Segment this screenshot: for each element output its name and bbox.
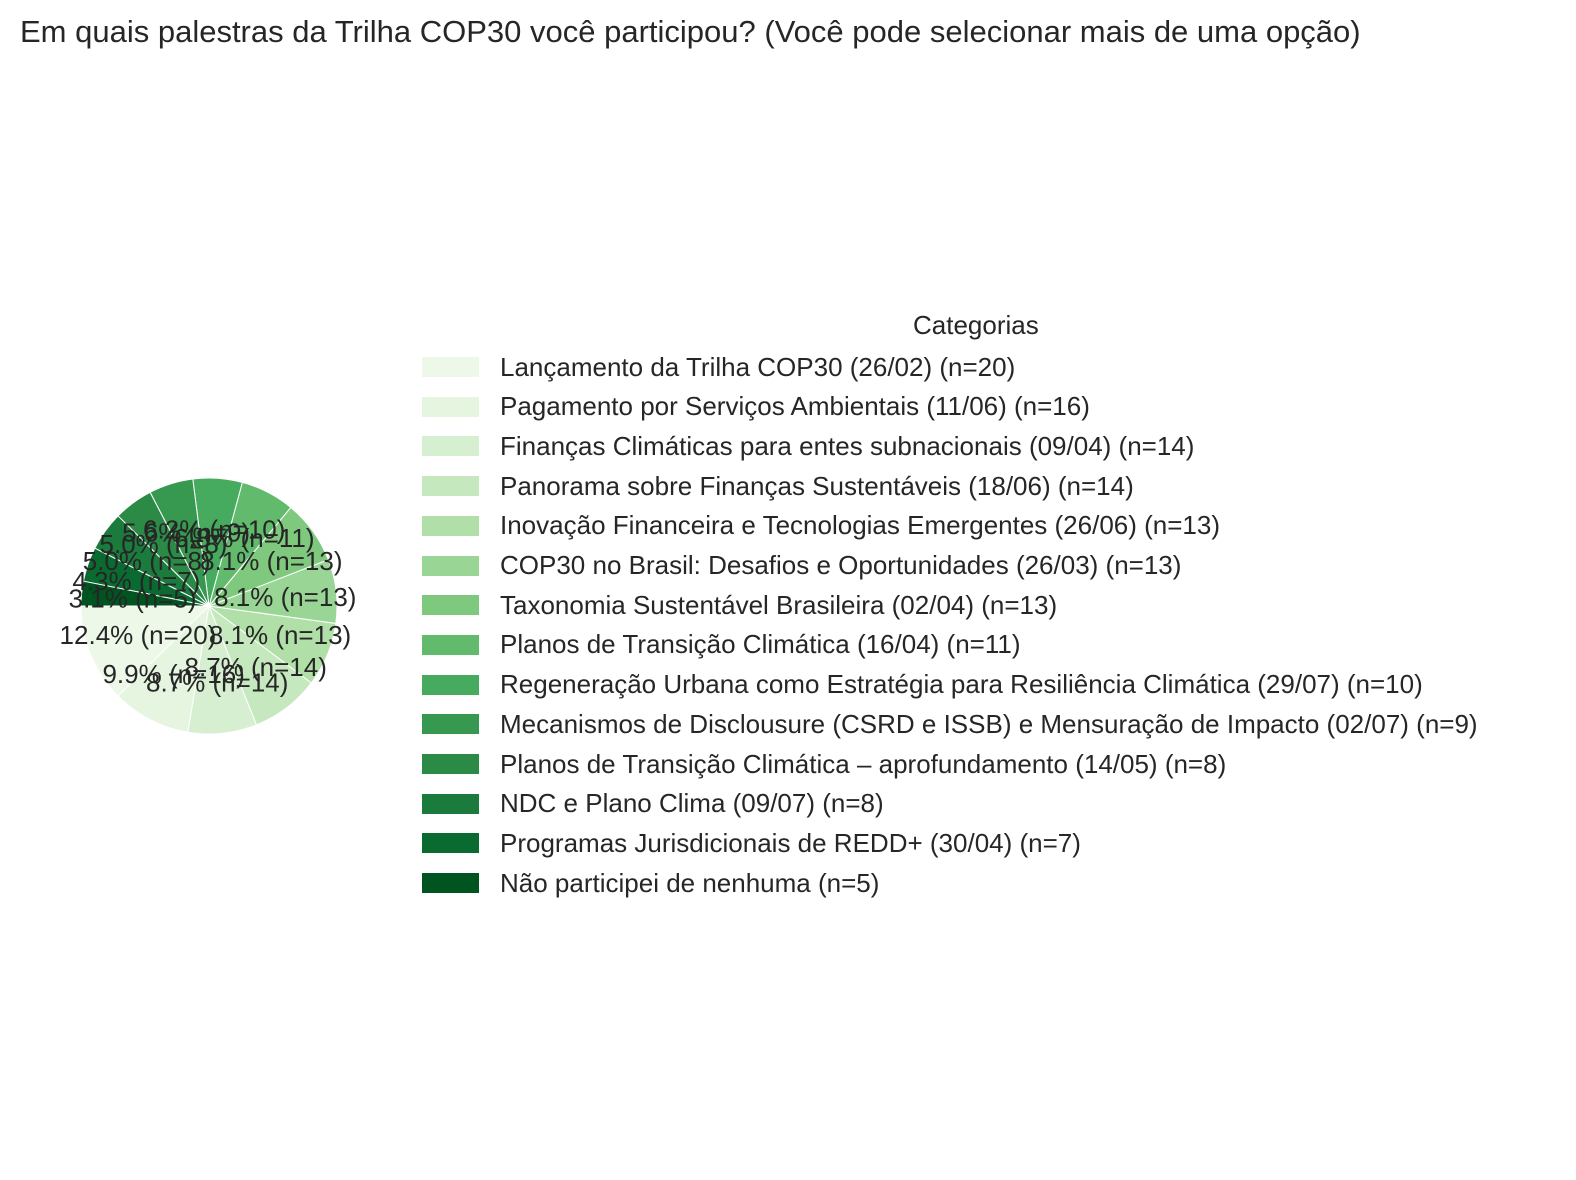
legend-swatch bbox=[422, 476, 479, 497]
slice-data-label: 8.1% (n=13) bbox=[214, 582, 356, 612]
legend-label: Finanças Climáticas para entes subnacion… bbox=[500, 430, 1195, 461]
slice-data-label: 6.2% (n=10) bbox=[143, 514, 285, 544]
legend-swatch bbox=[422, 595, 479, 616]
legend-title: Categorias bbox=[913, 310, 1039, 340]
legend-swatch bbox=[422, 793, 479, 814]
slice-data-label: 8.1% (n=13) bbox=[200, 546, 342, 576]
legend-item: Inovação Financeira e Tecnologias Emerge… bbox=[420, 506, 1220, 546]
slice-data-label: 4.3% (n=7) bbox=[72, 566, 200, 596]
legend-swatch bbox=[422, 396, 479, 417]
slice-data-label: 12.4% (n=20) bbox=[60, 620, 217, 650]
chart-title: Em quais palestras da Trilha COP30 você … bbox=[20, 14, 1361, 49]
legend-item: Lançamento da Trilha COP30 (26/02) (n=20… bbox=[420, 347, 1015, 387]
legend-item: Finanças Climáticas para entes subnacion… bbox=[420, 426, 1194, 466]
legend-item: Taxonomia Sustentável Brasileira (02/04)… bbox=[420, 585, 1057, 625]
slice-data-label: 5.0% (n=8) bbox=[83, 546, 211, 576]
legend-label: Regeneração Urbana como Estratégia para … bbox=[500, 669, 1423, 700]
legend-item: Não participei de nenhuma (n=5) bbox=[420, 863, 879, 903]
legend-item: NDC e Plano Clima (09/07) (n=8) bbox=[420, 784, 884, 824]
legend-swatch bbox=[422, 833, 479, 854]
legend-label: Não participei de nenhuma (n=5) bbox=[500, 867, 880, 898]
legend-label: Planos de Transição Climática (16/04) (n… bbox=[500, 629, 1021, 660]
slice-data-label: 8.1% (n=13) bbox=[209, 620, 351, 650]
pie-slice bbox=[80, 580, 210, 607]
legend-item: Mecanismos de Disclousure (CSRD e ISSB) … bbox=[420, 704, 1478, 744]
slice-data-label: 3.1% (n=5) bbox=[69, 584, 197, 614]
legend-swatch bbox=[422, 754, 479, 774]
legend-label: Inovação Financeira e Tecnologias Emerge… bbox=[500, 510, 1221, 541]
legend-item: Planos de Transição Climática – aprofund… bbox=[420, 744, 1226, 784]
legend-label: Lançamento da Trilha COP30 (26/02) (n=20… bbox=[500, 351, 1016, 382]
legend-swatch bbox=[422, 674, 479, 695]
pie-slice-labels: 12.4% (n=20) 9.9% (n=16)8.7% (n=14)8.7% (… bbox=[60, 514, 357, 697]
legend-item: Panorama sobre Finanças Sustentáveis (18… bbox=[420, 466, 1134, 506]
legend-swatch bbox=[422, 555, 479, 576]
legend-item: Programas Jurisdicionais de REDD+ (30/04… bbox=[420, 823, 1081, 863]
legend-item: COP30 no Brasil: Desafios e Oportunidade… bbox=[420, 546, 1181, 586]
slice-data-label: 5.6% (n=9) bbox=[122, 518, 250, 548]
slice-data-label: 8.7% (n=14) bbox=[146, 667, 288, 697]
legend-swatch bbox=[422, 714, 479, 735]
slice-data-label: 6.8% (n=11) bbox=[174, 523, 314, 553]
legend-label: Programas Jurisdicionais de REDD+ (30/04… bbox=[500, 827, 1081, 858]
legend-item: Planos de Transição Climática (16/04) (n… bbox=[420, 625, 1021, 665]
legend-swatch bbox=[422, 357, 479, 377]
legend-label: Mecanismos de Disclousure (CSRD e ISSB) … bbox=[500, 708, 1478, 739]
pie-chart: 12.4% (n=20) 9.9% (n=16)8.7% (n=14)8.7% (… bbox=[60, 477, 357, 735]
legend-label: NDC e Plano Clima (09/07) (n=8) bbox=[500, 788, 884, 819]
slice-data-label: 9.9% (n=16) bbox=[102, 659, 244, 689]
pie-slices bbox=[80, 477, 338, 735]
legend-label: COP30 no Brasil: Desafios e Oportunidade… bbox=[500, 550, 1182, 580]
pie-slice bbox=[80, 605, 211, 697]
legend-swatch bbox=[422, 873, 479, 894]
slice-data-label: 5.0% (n=8) bbox=[100, 529, 228, 559]
legend-swatch bbox=[422, 634, 479, 655]
legend-item: Regeneração Urbana como Estratégia para … bbox=[420, 665, 1423, 705]
legend-swatch bbox=[422, 515, 479, 536]
slice-data-label: 8.7% (n=14) bbox=[185, 652, 327, 682]
legend-label: Planos de Transição Climática – aprofund… bbox=[500, 748, 1227, 779]
legend-swatch bbox=[422, 436, 479, 457]
legend-label: Taxonomia Sustentável Brasileira (02/04)… bbox=[500, 589, 1058, 620]
legend-label: Pagamento por Serviços Ambientais (11/06… bbox=[500, 391, 1090, 422]
legend-item: Pagamento por Serviços Ambientais (11/06… bbox=[420, 387, 1090, 427]
pie-slice bbox=[117, 604, 210, 733]
legend-label: Panorama sobre Finanças Sustentáveis (18… bbox=[500, 470, 1134, 501]
